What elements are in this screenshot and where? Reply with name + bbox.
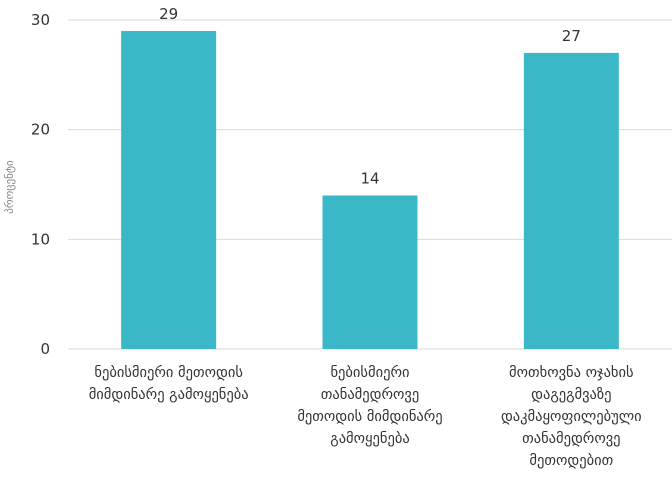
category-label: ნებისმიერი xyxy=(330,364,409,381)
category-label: დაკმაყოფილებული xyxy=(501,409,642,425)
data-labels: 29 14 27 xyxy=(159,5,581,187)
category-label: დაგეგმვაზე xyxy=(531,387,611,403)
bar xyxy=(322,195,418,349)
category-label: თანამედროვე xyxy=(522,430,620,447)
bars xyxy=(121,30,619,350)
x-axis-categories: ნებისმიერი მეთოდის მიმდინარე გამოყენება ნე… xyxy=(89,364,642,469)
category-label: მიმდინარე გამოყენება xyxy=(89,386,249,403)
category-label: მეთოდის მიმდინარე xyxy=(297,408,442,425)
data-label: 14 xyxy=(360,169,379,187)
y-tick-label: 30 xyxy=(31,11,50,29)
category-label: ნებისმიერი მეთოდის xyxy=(94,364,243,381)
y-tick-label: 20 xyxy=(31,121,50,139)
data-label: 29 xyxy=(159,5,178,23)
category-label: თანამედროვე xyxy=(321,386,419,403)
bar xyxy=(523,52,619,350)
category-label: მეთოდებით xyxy=(529,453,613,469)
y-tick-label: 0 xyxy=(40,340,50,358)
y-axis-label: პროცენტი xyxy=(3,160,16,214)
y-tick-label: 10 xyxy=(31,230,50,248)
data-label: 27 xyxy=(562,27,581,45)
category-label: გამოყენება xyxy=(330,431,409,447)
y-axis-ticks: 0 10 20 30 xyxy=(31,11,50,358)
bar xyxy=(121,30,217,349)
category-label: მოთხოვნა ოჯახის xyxy=(509,365,634,381)
